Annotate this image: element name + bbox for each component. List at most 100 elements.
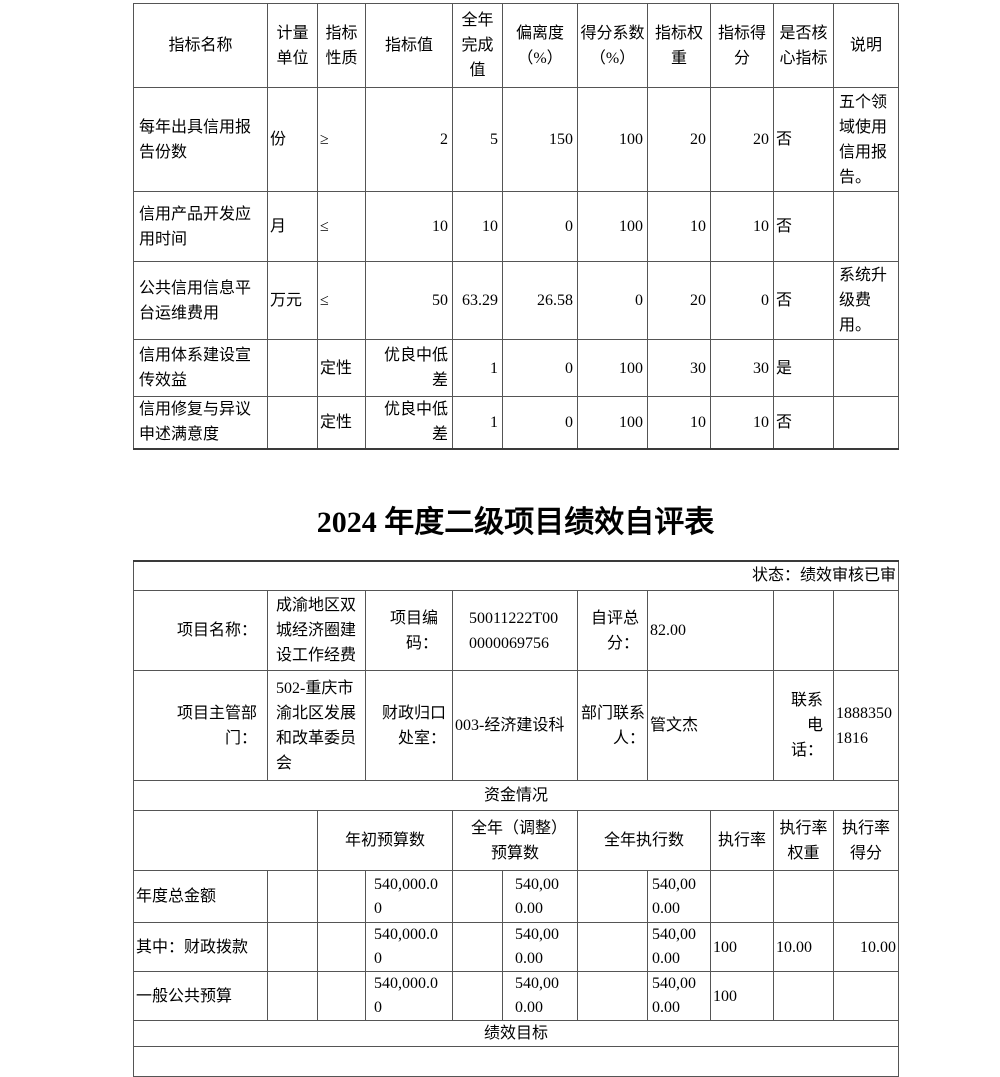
empty-cell [318, 871, 366, 923]
fund-initial: 540,000.00 [366, 923, 453, 972]
fund-rate-weight [774, 871, 834, 923]
empty-cell [268, 871, 318, 923]
empty-cell [834, 591, 899, 671]
empty-cell [268, 972, 318, 1021]
clipped-row [134, 1047, 899, 1077]
header-core-indicator: 是否核心指标 [774, 4, 834, 88]
cell-nature: ≥ [318, 88, 366, 192]
empty-cell [453, 972, 503, 1021]
cell-nature: 定性 [318, 340, 366, 397]
header-adjusted-budget: 全年（调整）预算数 [453, 811, 578, 871]
fund-rate-score: 10.00 [834, 923, 899, 972]
finance-office-value: 003-经济建设科 [453, 671, 578, 781]
header-executed: 全年执行数 [578, 811, 711, 871]
fund-rate [711, 871, 774, 923]
project-name-label: 项目名称： [134, 591, 268, 671]
cell-coefficient: 100 [578, 340, 648, 397]
phone-label: 联系电话： [774, 671, 834, 781]
fund-rate: 100 [711, 923, 774, 972]
indicator-row: 每年出具信用报告份数 份 ≥ 2 5 150 100 20 20 否 五个领域使… [134, 88, 899, 192]
cell-note [834, 397, 899, 449]
empty-cell [318, 923, 366, 972]
empty-cell [318, 972, 366, 1021]
header-unit: 计量单位 [268, 4, 318, 88]
header-weight: 指标权重 [648, 4, 711, 88]
self-score-value: 82.00 [648, 591, 774, 671]
cell-nature: ≤ [318, 192, 366, 262]
performance-section-title: 绩效目标 [134, 1021, 899, 1047]
cell-target: 2 [366, 88, 453, 192]
fund-adjusted: 540,000.00 [503, 923, 578, 972]
empty-cell [578, 972, 648, 1021]
cell-note [834, 192, 899, 262]
cell-note [834, 340, 899, 397]
project-code-label: 项目编码： [366, 591, 453, 671]
cell-name: 信用产品开发应用时间 [134, 192, 268, 262]
header-completed-value: 全年完成值 [453, 4, 503, 88]
cell-nature: 定性 [318, 397, 366, 449]
project-name-row: 项目名称： 成渝地区双城经济圈建设工作经费 项目编码： 50011222T000… [134, 591, 899, 671]
cell-coefficient: 0 [578, 262, 648, 340]
fund-executed: 540,000.00 [648, 871, 711, 923]
cell-deviation: 0 [503, 340, 578, 397]
cell-deviation: 150 [503, 88, 578, 192]
empty-cell [268, 923, 318, 972]
indicator-row: 信用修复与异议申述满意度 定性 优良中低差 1 0 100 10 10 否 [134, 397, 899, 449]
cell-weight: 20 [648, 262, 711, 340]
cell-weight: 10 [648, 397, 711, 449]
fund-rate-score [834, 972, 899, 1021]
cell-unit [268, 340, 318, 397]
cell-completed: 10 [453, 192, 503, 262]
cell-core: 否 [774, 397, 834, 449]
funds-section-row: 资金情况 [134, 781, 899, 811]
fund-label: 年度总金额 [134, 871, 268, 923]
indicator-table: 指标名称 计量单位 指标性质 指标值 全年完成值 偏离度（%） 得分系数（%） … [133, 3, 899, 450]
project-name-value: 成渝地区双城经济圈建设工作经费 [268, 591, 366, 671]
cell-name: 每年出具信用报告份数 [134, 88, 268, 192]
cell-core: 否 [774, 262, 834, 340]
funds-row: 年度总金额 540,000.00 540,000.00 540,000.00 [134, 871, 899, 923]
cell-note: 五个领域使用信用报告。 [834, 88, 899, 192]
cell-core: 否 [774, 88, 834, 192]
empty-cell [453, 871, 503, 923]
header-target-value: 指标值 [366, 4, 453, 88]
funds-row: 一般公共预算 540,000.00 540,000.00 540,000.00 … [134, 972, 899, 1021]
fund-rate: 100 [711, 972, 774, 1021]
indicator-row: 信用产品开发应用时间 月 ≤ 10 10 0 100 10 10 否 [134, 192, 899, 262]
fund-initial: 540,000.00 [366, 972, 453, 1021]
cell-target: 50 [366, 262, 453, 340]
fund-adjusted: 540,000.00 [503, 871, 578, 923]
empty-cell [578, 923, 648, 972]
phone-value: 18883501816 [834, 671, 899, 781]
header-note: 说明 [834, 4, 899, 88]
empty-cell [134, 1047, 899, 1077]
indicator-row: 公共信用信息平台运维费用 万元 ≤ 50 63.29 26.58 0 20 0 … [134, 262, 899, 340]
cell-deviation: 0 [503, 192, 578, 262]
funds-header-row: 年初预算数 全年（调整）预算数 全年执行数 执行率 执行率权重 执行率得分 [134, 811, 899, 871]
cell-score: 20 [711, 88, 774, 192]
cell-name: 信用体系建设宣传效益 [134, 340, 268, 397]
fund-rate-score [834, 871, 899, 923]
cell-deviation: 26.58 [503, 262, 578, 340]
cell-unit [268, 397, 318, 449]
cell-target: 10 [366, 192, 453, 262]
cell-note: 系统升级费用。 [834, 262, 899, 340]
fund-adjusted: 540,000.00 [503, 972, 578, 1021]
header-initial-budget: 年初预算数 [318, 811, 453, 871]
empty-cell [774, 591, 834, 671]
funds-row: 其中：财政拨款 540,000.00 540,000.00 540,000.00… [134, 923, 899, 972]
cell-score: 30 [711, 340, 774, 397]
indicator-header-row: 指标名称 计量单位 指标性质 指标值 全年完成值 偏离度（%） 得分系数（%） … [134, 4, 899, 88]
finance-office-label: 财政归口处室： [366, 671, 453, 781]
cell-core: 是 [774, 340, 834, 397]
project-table: 状态：绩效审核已审 项目名称： 成渝地区双城经济圈建设工作经费 项目编码： 50… [133, 560, 899, 1077]
cell-score: 10 [711, 397, 774, 449]
page-title: 2024 年度二级项目绩效自评表 [133, 502, 898, 544]
indicator-row: 信用体系建设宣传效益 定性 优良中低差 1 0 100 30 30 是 [134, 340, 899, 397]
status-row: 状态：绩效审核已审 [134, 561, 899, 591]
fund-rate-weight [774, 972, 834, 1021]
cell-completed: 1 [453, 397, 503, 449]
header-score: 指标得分 [711, 4, 774, 88]
project-dept-row: 项目主管部门： 502-重庆市渝北区发展和改革委员会 财政归口处室： 003-经… [134, 671, 899, 781]
status-text: 状态：绩效审核已审 [134, 561, 899, 591]
